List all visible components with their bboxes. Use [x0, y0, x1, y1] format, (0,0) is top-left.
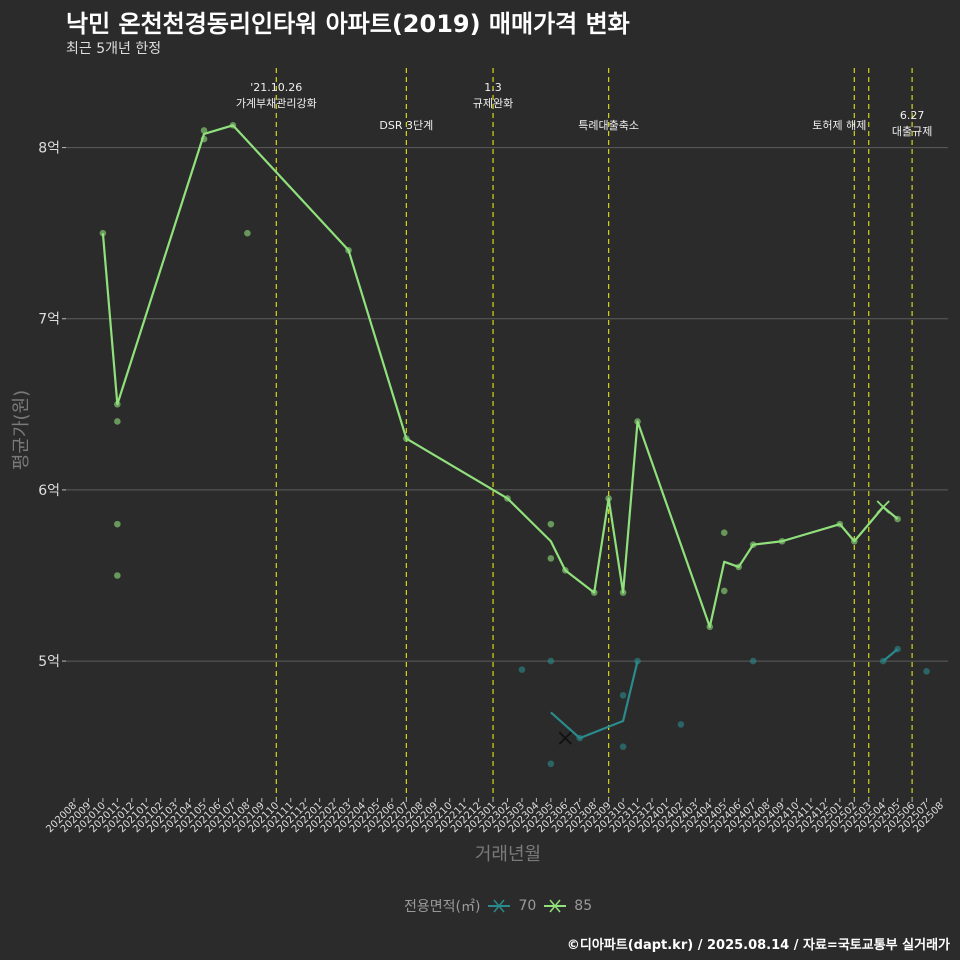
data-point	[720, 529, 728, 536]
event-label: 대출규제	[892, 125, 932, 138]
data-point	[99, 229, 107, 237]
data-point	[114, 520, 121, 528]
legend: 전용면적(㎡) 70 85	[404, 896, 592, 916]
y-axis: 5억 6억 7억 8억	[38, 141, 66, 670]
event-label: DSR 3단계	[379, 119, 433, 132]
data-point	[114, 418, 121, 425]
event-label: 1.3	[484, 81, 502, 94]
data-point	[547, 760, 555, 768]
y-tick-label: 8억	[38, 141, 60, 157]
series-line	[101, 124, 899, 628]
gridlines	[66, 147, 948, 662]
event-label: '21.10.26	[250, 81, 302, 94]
series-line	[882, 648, 899, 662]
x-axis: 2020082020092020102020112020122021012021…	[44, 798, 946, 835]
event-label: 6.27	[900, 109, 925, 122]
data-point	[619, 743, 627, 750]
data-point	[749, 657, 757, 665]
series-line	[550, 660, 639, 740]
event-label: 토허제 해제	[812, 118, 866, 132]
source-caption: ©디아파트(dapt.kr) / 2025.08.14 / 자료=국토교통부 실…	[566, 938, 950, 953]
event-label: 가계부채관리강화	[236, 97, 317, 110]
y-tick-label: 7억	[38, 312, 60, 328]
cross-marker	[876, 500, 890, 514]
data-point	[720, 587, 728, 595]
legend-item-85: 85	[574, 898, 593, 914]
y-tick-label: 6억	[38, 483, 60, 499]
data-point	[200, 127, 208, 134]
x-axis-label: 거래년월	[475, 844, 541, 865]
cross-marker	[558, 731, 572, 745]
data-point	[114, 572, 121, 579]
chart-subtitle: 최근 5개년 한정	[66, 41, 162, 57]
data-point	[547, 520, 555, 528]
data-point	[619, 692, 627, 699]
data-point	[923, 668, 930, 675]
data-point	[547, 657, 555, 665]
legend-key-70-icon	[488, 899, 511, 913]
event-label: 규제완화	[473, 97, 513, 110]
chart-title: 낙민 온천천경동리인타워 아파트(2019) 매매가격 변화	[66, 10, 630, 38]
event-label: 특례대출축소	[578, 119, 639, 132]
legend-key-85-icon	[544, 899, 567, 913]
y-axis-label: 평균가(원)	[11, 390, 32, 470]
data-point	[518, 666, 526, 673]
legend-item-70: 70	[518, 898, 537, 914]
legend-title: 전용면적(㎡)	[404, 899, 481, 915]
series-70	[518, 645, 930, 768]
data-point	[677, 721, 685, 728]
data-point	[547, 555, 555, 562]
data-point	[244, 229, 251, 237]
series-85	[99, 122, 901, 631]
y-tick-label: 5억	[38, 654, 60, 670]
data-series	[99, 122, 930, 768]
